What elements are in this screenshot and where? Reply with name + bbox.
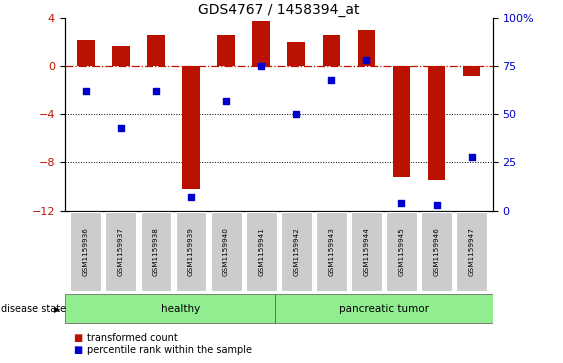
Text: GSM1159936: GSM1159936 xyxy=(83,227,89,276)
FancyBboxPatch shape xyxy=(211,212,242,290)
FancyBboxPatch shape xyxy=(281,212,312,290)
FancyBboxPatch shape xyxy=(70,212,101,290)
Text: GSM1159938: GSM1159938 xyxy=(153,227,159,276)
Bar xyxy=(147,35,165,66)
Point xyxy=(186,194,195,200)
Bar xyxy=(428,66,445,180)
FancyBboxPatch shape xyxy=(176,212,207,290)
Bar xyxy=(358,30,375,66)
Text: disease state: disease state xyxy=(1,304,66,314)
Text: transformed count: transformed count xyxy=(87,333,178,343)
Text: GSM1159946: GSM1159946 xyxy=(434,227,440,276)
Text: ■: ■ xyxy=(73,333,82,343)
FancyBboxPatch shape xyxy=(105,212,136,290)
Text: GSM1159937: GSM1159937 xyxy=(118,227,124,276)
Bar xyxy=(463,66,480,76)
Point xyxy=(397,200,406,206)
Text: ■: ■ xyxy=(73,345,82,355)
Text: GSM1159944: GSM1159944 xyxy=(363,227,369,276)
Text: GSM1159942: GSM1159942 xyxy=(293,227,299,276)
Point xyxy=(222,98,231,104)
FancyBboxPatch shape xyxy=(245,212,276,290)
FancyBboxPatch shape xyxy=(141,212,171,290)
Text: percentile rank within the sample: percentile rank within the sample xyxy=(87,345,252,355)
Text: GSM1159940: GSM1159940 xyxy=(223,227,229,276)
FancyBboxPatch shape xyxy=(351,212,382,290)
Point xyxy=(81,88,90,94)
Text: ▶: ▶ xyxy=(53,305,60,314)
FancyBboxPatch shape xyxy=(65,294,275,323)
Point xyxy=(327,77,336,83)
Point xyxy=(362,58,371,64)
Point xyxy=(292,111,301,117)
Point xyxy=(257,64,266,69)
Bar xyxy=(392,66,410,177)
Bar xyxy=(182,66,200,189)
Text: GSM1159947: GSM1159947 xyxy=(468,227,475,276)
Text: GSM1159943: GSM1159943 xyxy=(328,227,334,276)
Point xyxy=(151,88,160,94)
Point xyxy=(467,154,476,160)
Point xyxy=(432,202,441,208)
Title: GDS4767 / 1458394_at: GDS4767 / 1458394_at xyxy=(198,3,359,17)
FancyBboxPatch shape xyxy=(316,212,347,290)
FancyBboxPatch shape xyxy=(456,212,487,290)
Bar xyxy=(217,35,235,66)
Text: healthy: healthy xyxy=(161,303,200,314)
FancyBboxPatch shape xyxy=(421,212,452,290)
Bar xyxy=(112,46,129,66)
FancyBboxPatch shape xyxy=(386,212,417,290)
Bar xyxy=(77,40,95,66)
Text: GSM1159941: GSM1159941 xyxy=(258,227,264,276)
Text: GSM1159945: GSM1159945 xyxy=(399,227,404,276)
Bar xyxy=(323,35,340,66)
Text: pancreatic tumor: pancreatic tumor xyxy=(339,303,429,314)
Point xyxy=(117,125,126,131)
Bar xyxy=(288,42,305,66)
Bar xyxy=(252,21,270,66)
Text: GSM1159939: GSM1159939 xyxy=(188,227,194,276)
FancyBboxPatch shape xyxy=(275,294,507,323)
